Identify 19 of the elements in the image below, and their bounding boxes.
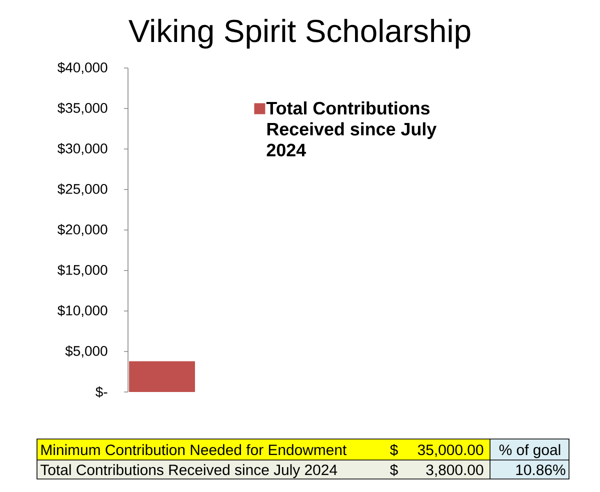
y-tick-label: $25,000 <box>58 183 108 196</box>
text: $ <box>390 464 398 476</box>
y-tick-label: $30,000 <box>58 142 108 156</box>
y-tick-label: $35,000 <box>58 102 108 115</box>
y-tick-label: $15,000 <box>58 264 108 277</box>
text: % of goal <box>499 444 560 458</box>
text: Total Contributions Received since July 2024 <box>40 464 338 478</box>
text: 35,000.00 <box>418 444 484 457</box>
legend-label: Total Contributions Received since July 2024 <box>266 101 437 156</box>
y-tick-label: $- <box>96 386 108 398</box>
y-tick-label: $40,000 <box>58 62 108 74</box>
y-tick-label: $5,000 <box>65 345 108 358</box>
text: Minimum Contribution Needed for Endowment <box>41 444 347 456</box>
text: 10.86% <box>516 464 566 476</box>
y-tick-label: $20,000 <box>58 224 108 236</box>
text: 3,800.00 <box>426 464 484 477</box>
text: Viking Spirit Scholarship <box>128 18 470 49</box>
text: $ <box>390 444 398 456</box>
y-tick-label: $10,000 <box>58 304 108 318</box>
